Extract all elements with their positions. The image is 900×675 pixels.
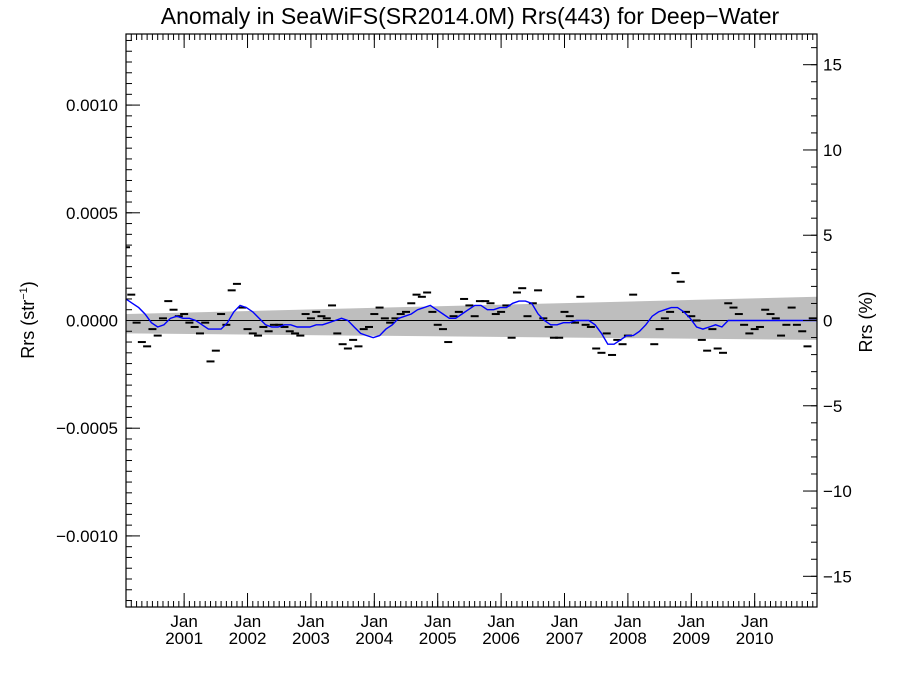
- y-left-tick-label: 0.0000: [66, 312, 118, 331]
- x-tick-label-year: 2005: [419, 629, 457, 648]
- chart-title: Anomaly in SeaWiFS(SR2014.0M) Rrs(443) f…: [161, 3, 780, 29]
- y-axis-left-label-superscript: −1: [18, 287, 30, 300]
- x-tick-label-year: 2007: [546, 629, 584, 648]
- x-tick-label-month: Jan: [614, 612, 641, 631]
- x-tick-label-month: Jan: [551, 612, 578, 631]
- y-right-tick-label: 10: [823, 141, 842, 160]
- y-axis-left-label-close: ): [18, 281, 38, 287]
- y-right-tick-label: 0: [823, 312, 832, 331]
- x-tick-label-year: 2004: [355, 629, 393, 648]
- x-tick-label-year: 2006: [482, 629, 520, 648]
- y-right-tick-label: 5: [823, 226, 832, 245]
- y-right-tick-label: −5: [823, 397, 842, 416]
- x-tick-label-year: 2009: [672, 629, 710, 648]
- x-tick-label-year: 2001: [165, 629, 203, 648]
- x-tick-label-year: 2008: [609, 629, 647, 648]
- y-axis-left-label: Rrs (str−1): [18, 281, 38, 359]
- y-right-tick-label: 15: [823, 56, 842, 75]
- y-left-tick-label: −0.0005: [56, 419, 118, 438]
- x-tick-label-month: Jan: [424, 612, 451, 631]
- confidence-band: [126, 296, 817, 340]
- x-tick-label-month: Jan: [234, 612, 261, 631]
- x-tick-label-year: 2003: [292, 629, 330, 648]
- y-left-tick-label: 0.0005: [66, 204, 118, 223]
- smoothed-series-line: [126, 298, 817, 345]
- plot-area: Jan2001Jan2002Jan2003Jan2004Jan2005Jan20…: [56, 33, 852, 648]
- x-tick-label-month: Jan: [741, 612, 768, 631]
- y-right-tick-label: −15: [823, 567, 852, 586]
- y-right-tick-label: −10: [823, 482, 852, 501]
- y-left-tick-label: 0.0010: [66, 96, 118, 115]
- x-tick-label-month: Jan: [487, 612, 514, 631]
- x-tick-label-month: Jan: [678, 612, 705, 631]
- x-tick-label-year: 2010: [736, 629, 774, 648]
- y-axis-right-label: Rrs (%): [856, 292, 876, 353]
- x-tick-label-month: Jan: [297, 612, 324, 631]
- x-tick-label-month: Jan: [361, 612, 388, 631]
- y-left-tick-label: −0.0010: [56, 527, 118, 546]
- y-axis-left-label-main: Rrs (str: [18, 300, 38, 359]
- x-tick-label-year: 2002: [229, 629, 267, 648]
- x-tick-label-month: Jan: [170, 612, 197, 631]
